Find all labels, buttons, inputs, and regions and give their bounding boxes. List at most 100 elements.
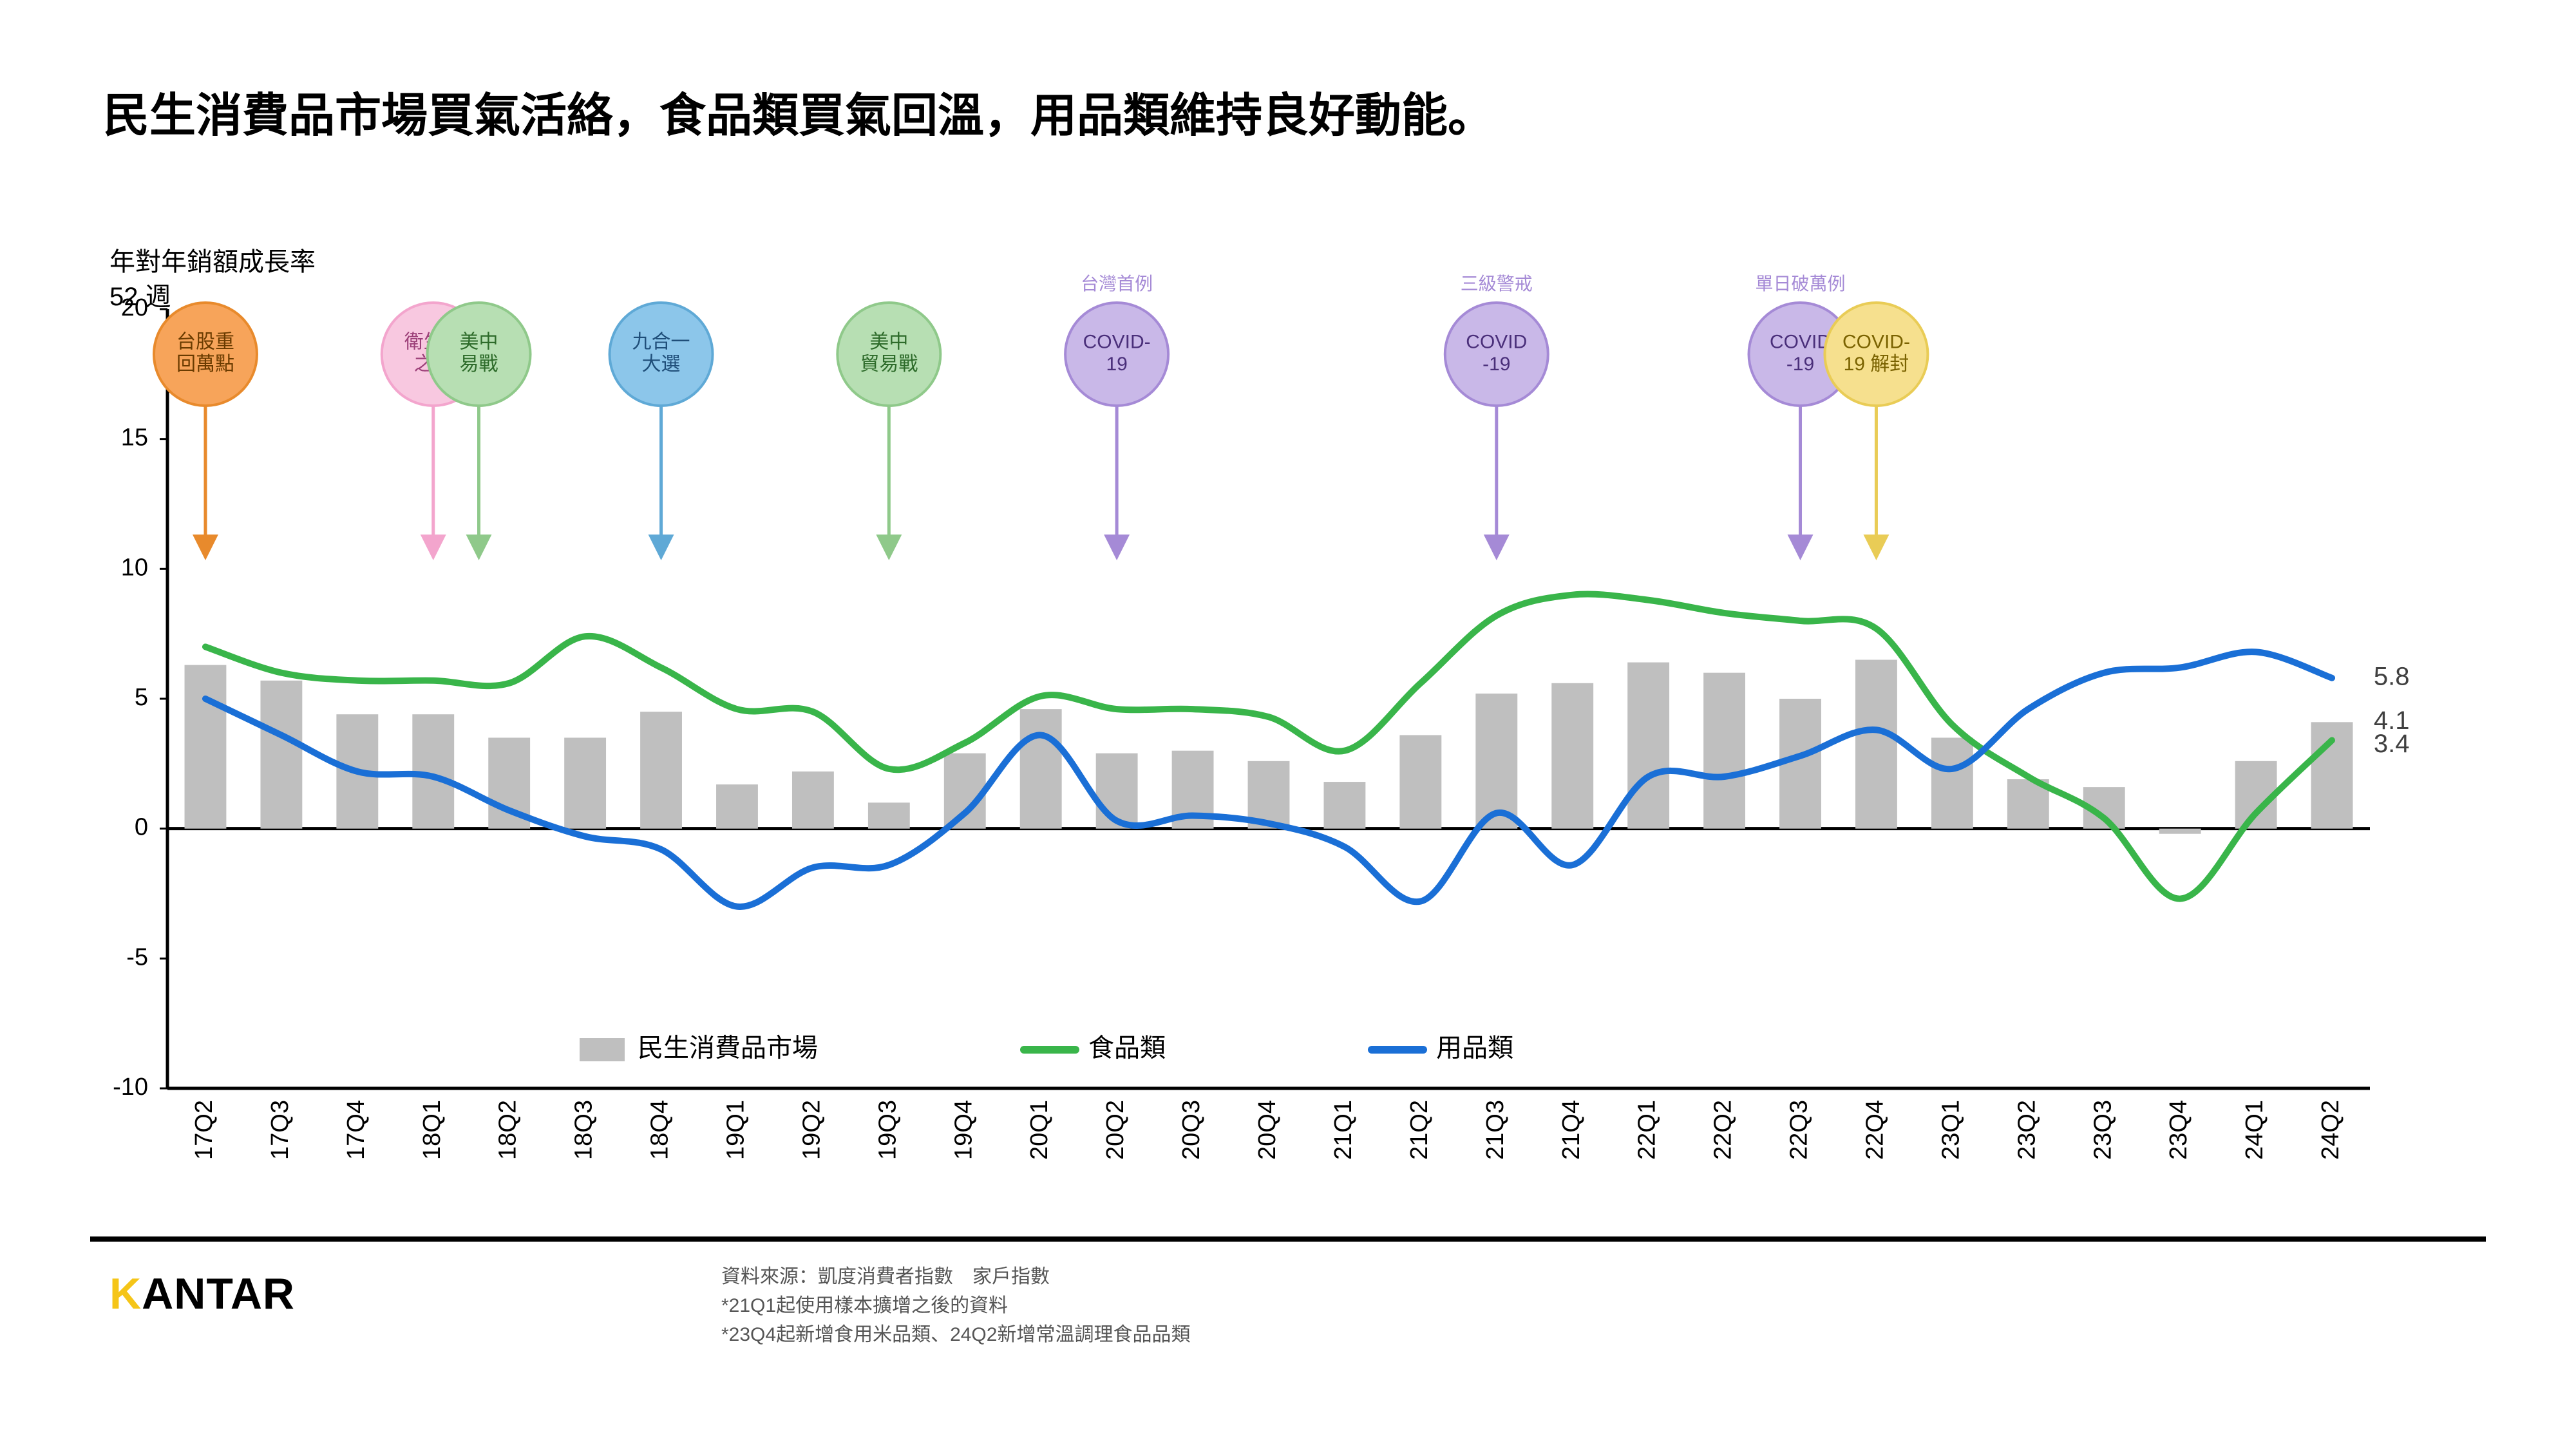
svg-text:17Q2: 17Q2 [191,1100,218,1160]
xtick-label: 19Q2 [798,1100,825,1160]
event-label: COVID- [1842,332,1910,353]
event-label: 美中 [460,332,498,353]
bar [2159,829,2201,834]
svg-text:19Q1: 19Q1 [723,1100,750,1160]
event-label: 大選 [642,354,681,375]
ytick-label: 10 [121,554,148,581]
svg-text:19Q4: 19Q4 [950,1100,977,1160]
brand-logo: KANTAR [109,1269,295,1319]
svg-text:24Q1: 24Q1 [2241,1100,2268,1160]
svg-text:18Q2: 18Q2 [495,1100,522,1160]
event-label: COVID- [1083,332,1151,353]
bar [564,738,606,829]
xtick-label: 18Q4 [647,1100,674,1160]
svg-text:22Q3: 22Q3 [1786,1100,1813,1160]
end-label: 3.4 [2374,730,2410,758]
footnote-line-0: 資料來源：凱度消費者指數 家戶指數 [721,1262,1190,1291]
brand-text: ANTAR [142,1269,295,1318]
svg-text:21Q4: 21Q4 [1558,1100,1585,1160]
event-label: -19 [1786,354,1814,375]
svg-text:20Q3: 20Q3 [1178,1100,1205,1160]
bar [1551,683,1593,829]
svg-text:18Q3: 18Q3 [571,1100,598,1160]
xtick-label: 17Q4 [343,1100,370,1160]
bar [1931,738,1973,829]
ytick-label: 15 [121,424,148,451]
xtick-label: 23Q3 [2089,1100,2116,1160]
svg-text:23Q4: 23Q4 [2165,1100,2192,1160]
footnote-line-2: *23Q4起新增食用米品類、24Q2新增常溫調理食品品類 [721,1320,1190,1349]
xtick-label: 24Q1 [2241,1100,2268,1160]
xtick-label: 22Q4 [1861,1100,1888,1160]
bar [1399,735,1441,828]
xtick-label: 18Q1 [419,1100,446,1160]
event-label: -19 [1482,354,1510,375]
event-label: COVID [1770,332,1831,353]
event-caption: 台灣首例 [1081,274,1153,294]
event-label: 美中 [869,332,908,353]
xtick-label: 19Q4 [950,1100,977,1160]
xtick-label: 24Q2 [2317,1100,2344,1160]
xtick-label: 20Q1 [1026,1100,1053,1160]
xtick-label: 17Q2 [191,1100,218,1160]
legend-swatch [580,1038,625,1061]
svg-text:18Q4: 18Q4 [647,1100,674,1160]
xtick-label: 21Q3 [1482,1100,1509,1160]
bar [868,802,910,828]
svg-text:23Q3: 23Q3 [2089,1100,2116,1160]
svg-text:19Q2: 19Q2 [798,1100,825,1160]
bar [1475,694,1517,829]
svg-text:20Q4: 20Q4 [1254,1100,1281,1160]
bar [1020,709,1062,829]
event-caption: 三級警戒 [1461,274,1533,294]
ytick-label: 0 [135,814,148,841]
xtick-label: 18Q2 [495,1100,522,1160]
bar [1324,782,1366,829]
svg-text:23Q1: 23Q1 [1937,1100,1964,1160]
xtick-label: 21Q2 [1406,1100,1433,1160]
xtick-label: 19Q1 [723,1100,750,1160]
svg-text:22Q2: 22Q2 [1710,1100,1737,1160]
footer-rule [90,1236,2486,1242]
event-label: 貿易戰 [860,354,918,375]
bar [640,712,682,829]
bar [260,681,302,829]
bar [716,784,758,829]
xtick-label: 18Q3 [571,1100,598,1160]
event-label: 易戰 [460,354,498,375]
svg-text:21Q2: 21Q2 [1406,1100,1433,1160]
bar [792,772,834,829]
event-label: COVID [1466,332,1527,353]
svg-text:20Q1: 20Q1 [1026,1100,1053,1160]
xtick-label: 19Q3 [874,1100,901,1160]
event-label: 九合一 [632,332,690,353]
event-label: 19 解封 [1844,354,1909,375]
xtick-label: 22Q3 [1786,1100,1813,1160]
ytick-label: 20 [121,294,148,321]
event-label: 回萬點 [176,354,234,375]
svg-text:18Q1: 18Q1 [419,1100,446,1160]
svg-text:22Q1: 22Q1 [1634,1100,1661,1160]
svg-text:17Q3: 17Q3 [267,1100,294,1160]
event-label: 19 [1106,354,1127,375]
legend-label: 用品類 [1436,1034,1513,1063]
xtick-label: 20Q3 [1178,1100,1205,1160]
ytick-label: 5 [135,684,148,711]
legend-label: 民生消費品市場 [638,1034,818,1063]
xtick-label: 21Q1 [1330,1100,1357,1160]
xtick-label: 20Q4 [1254,1100,1281,1160]
ytick-label: -10 [113,1074,148,1101]
bar [944,753,986,829]
xtick-label: 23Q2 [2013,1100,2040,1160]
bar [185,665,227,829]
end-label: 5.8 [2374,662,2410,690]
svg-text:23Q2: 23Q2 [2013,1100,2040,1160]
chart: -10-50510152017Q217Q317Q418Q118Q218Q318Q… [0,0,2576,1449]
svg-text:24Q2: 24Q2 [2317,1100,2344,1160]
footnote-line-1: *21Q1起使用樣本擴增之後的資料 [721,1291,1190,1320]
footnotes: 資料來源：凱度消費者指數 家戶指數 *21Q1起使用樣本擴增之後的資料 *23Q… [721,1262,1190,1349]
svg-text:21Q3: 21Q3 [1482,1100,1509,1160]
xtick-label: 20Q2 [1102,1100,1129,1160]
svg-text:21Q1: 21Q1 [1330,1100,1357,1160]
xtick-label: 23Q4 [2165,1100,2192,1160]
